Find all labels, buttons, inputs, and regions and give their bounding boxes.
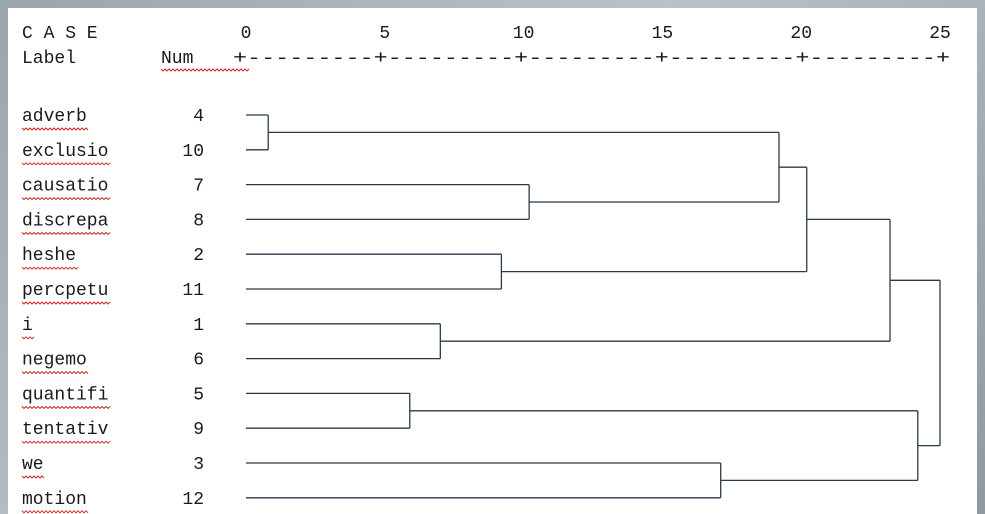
scale-tick-20: 20 xyxy=(790,24,812,44)
case-label-adverb: adverb xyxy=(22,107,87,127)
scale-ticks: 0 5 10 15 20 25 xyxy=(241,24,951,44)
spellcheck-underline xyxy=(21,475,45,479)
scale-tick-25: 25 xyxy=(929,24,951,44)
case-label-tentativ: tentativ xyxy=(22,420,109,440)
case-num-4: 4 xyxy=(193,107,204,127)
label-column-header: Label xyxy=(22,49,76,69)
scale-tick-5: 5 xyxy=(379,24,390,44)
case-num-12: 12 xyxy=(182,490,204,510)
scale-ruler: +---------+---------+---------+---------… xyxy=(233,49,950,69)
case-num-8: 8 xyxy=(193,211,204,231)
case-label-negemo: negemo xyxy=(22,351,87,371)
scale-tick-15: 15 xyxy=(652,24,674,44)
num-column-header: Num xyxy=(161,49,193,69)
case-num-1: 1 xyxy=(193,316,204,336)
case-num-3: 3 xyxy=(193,455,204,475)
spellcheck-underline xyxy=(21,405,111,410)
case-label-percpetu: percpetu xyxy=(22,281,108,301)
spellcheck-underline xyxy=(21,266,79,270)
dendrogram: C A S E Label Num +---------+---------+-… xyxy=(21,24,951,514)
case-label-exclusio: exclusio xyxy=(22,142,108,162)
case-num-10: 10 xyxy=(182,142,204,162)
case-num-11: 11 xyxy=(182,281,204,301)
case-label-i: i xyxy=(22,316,33,336)
case-num-2: 2 xyxy=(193,246,204,266)
case-label-motion: motion xyxy=(22,490,87,510)
dendrogram-panel: C A S E Label Num +---------+---------+-… xyxy=(8,8,977,514)
case-label-quantifi: quantifi xyxy=(22,385,108,405)
case-label-causatio: causatio xyxy=(22,177,108,197)
case-rows: adverb 4 exclusio 10 causatio 7 discrepa 8 heshe… xyxy=(21,107,204,514)
spellcheck-underline xyxy=(21,231,111,236)
case-label-we: we xyxy=(22,455,44,475)
case-num-9: 9 xyxy=(193,420,204,440)
spellcheck-underline xyxy=(21,196,111,201)
case-num-6: 6 xyxy=(193,351,204,371)
spellcheck-underline xyxy=(21,127,89,131)
dendrogram-branches xyxy=(246,114,941,499)
case-header: C A S E xyxy=(22,24,98,44)
case-num-5: 5 xyxy=(193,385,204,405)
case-label-heshe: heshe xyxy=(22,246,76,266)
spellcheck-underline xyxy=(21,510,89,514)
scale-tick-0: 0 xyxy=(241,24,252,44)
case-label-discrepa: discrepa xyxy=(22,211,109,231)
spellcheck-underline xyxy=(21,370,89,375)
num-spellcheck-underline xyxy=(160,68,250,72)
spellcheck-underline xyxy=(21,301,111,305)
spellcheck-underline xyxy=(21,440,111,444)
scale-tick-10: 10 xyxy=(513,24,535,44)
spellcheck-underline xyxy=(21,336,35,340)
spellcheck-underline xyxy=(21,162,111,166)
case-num-7: 7 xyxy=(193,177,204,197)
